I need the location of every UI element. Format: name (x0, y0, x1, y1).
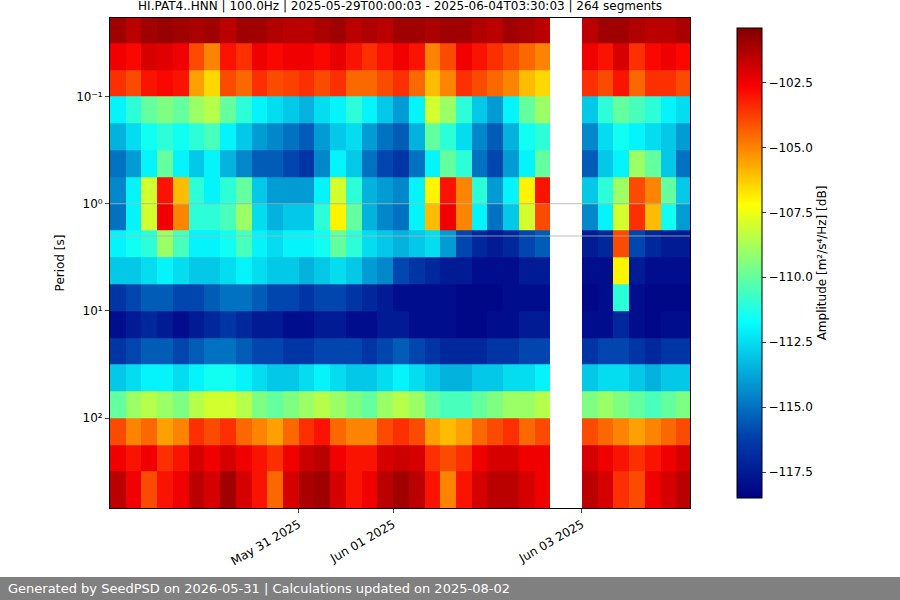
svg-text:−105.0: −105.0 (768, 141, 812, 155)
svg-text:May 31 2025: May 31 2025 (228, 517, 303, 568)
svg-text:Period [s]: Period [s] (53, 235, 67, 292)
svg-text:10²: 10² (83, 411, 103, 425)
svg-text:Jun 01 2025: Jun 01 2025 (327, 517, 397, 566)
svg-text:−107.5: −107.5 (768, 206, 812, 220)
svg-text:10⁻¹: 10⁻¹ (76, 90, 103, 104)
svg-text:10⁰: 10⁰ (83, 197, 103, 211)
svg-text:HI.PAT4..HNN | 100.0Hz | 2025-: HI.PAT4..HNN | 100.0Hz | 2025-05-29T00:0… (138, 0, 662, 13)
html-text:Generated by SeedPSD on 2026-0: Generated by SeedPSD on 2026-05-31 | Cal… (8, 581, 510, 596)
svg-text:−117.5: −117.5 (768, 465, 812, 479)
svg-text:−102.5: −102.5 (768, 76, 812, 90)
svg-text:−112.5: −112.5 (768, 335, 812, 349)
svg-text:−115.0: −115.0 (768, 400, 812, 414)
svg-text:−110.0: −110.0 (768, 270, 812, 284)
svg-text:10¹: 10¹ (83, 304, 103, 318)
svg-text:Amplitude [m²/s⁴/Hz] [dB]: Amplitude [m²/s⁴/Hz] [dB] (815, 186, 829, 341)
svg-text:Jun 03 2025: Jun 03 2025 (516, 517, 586, 566)
